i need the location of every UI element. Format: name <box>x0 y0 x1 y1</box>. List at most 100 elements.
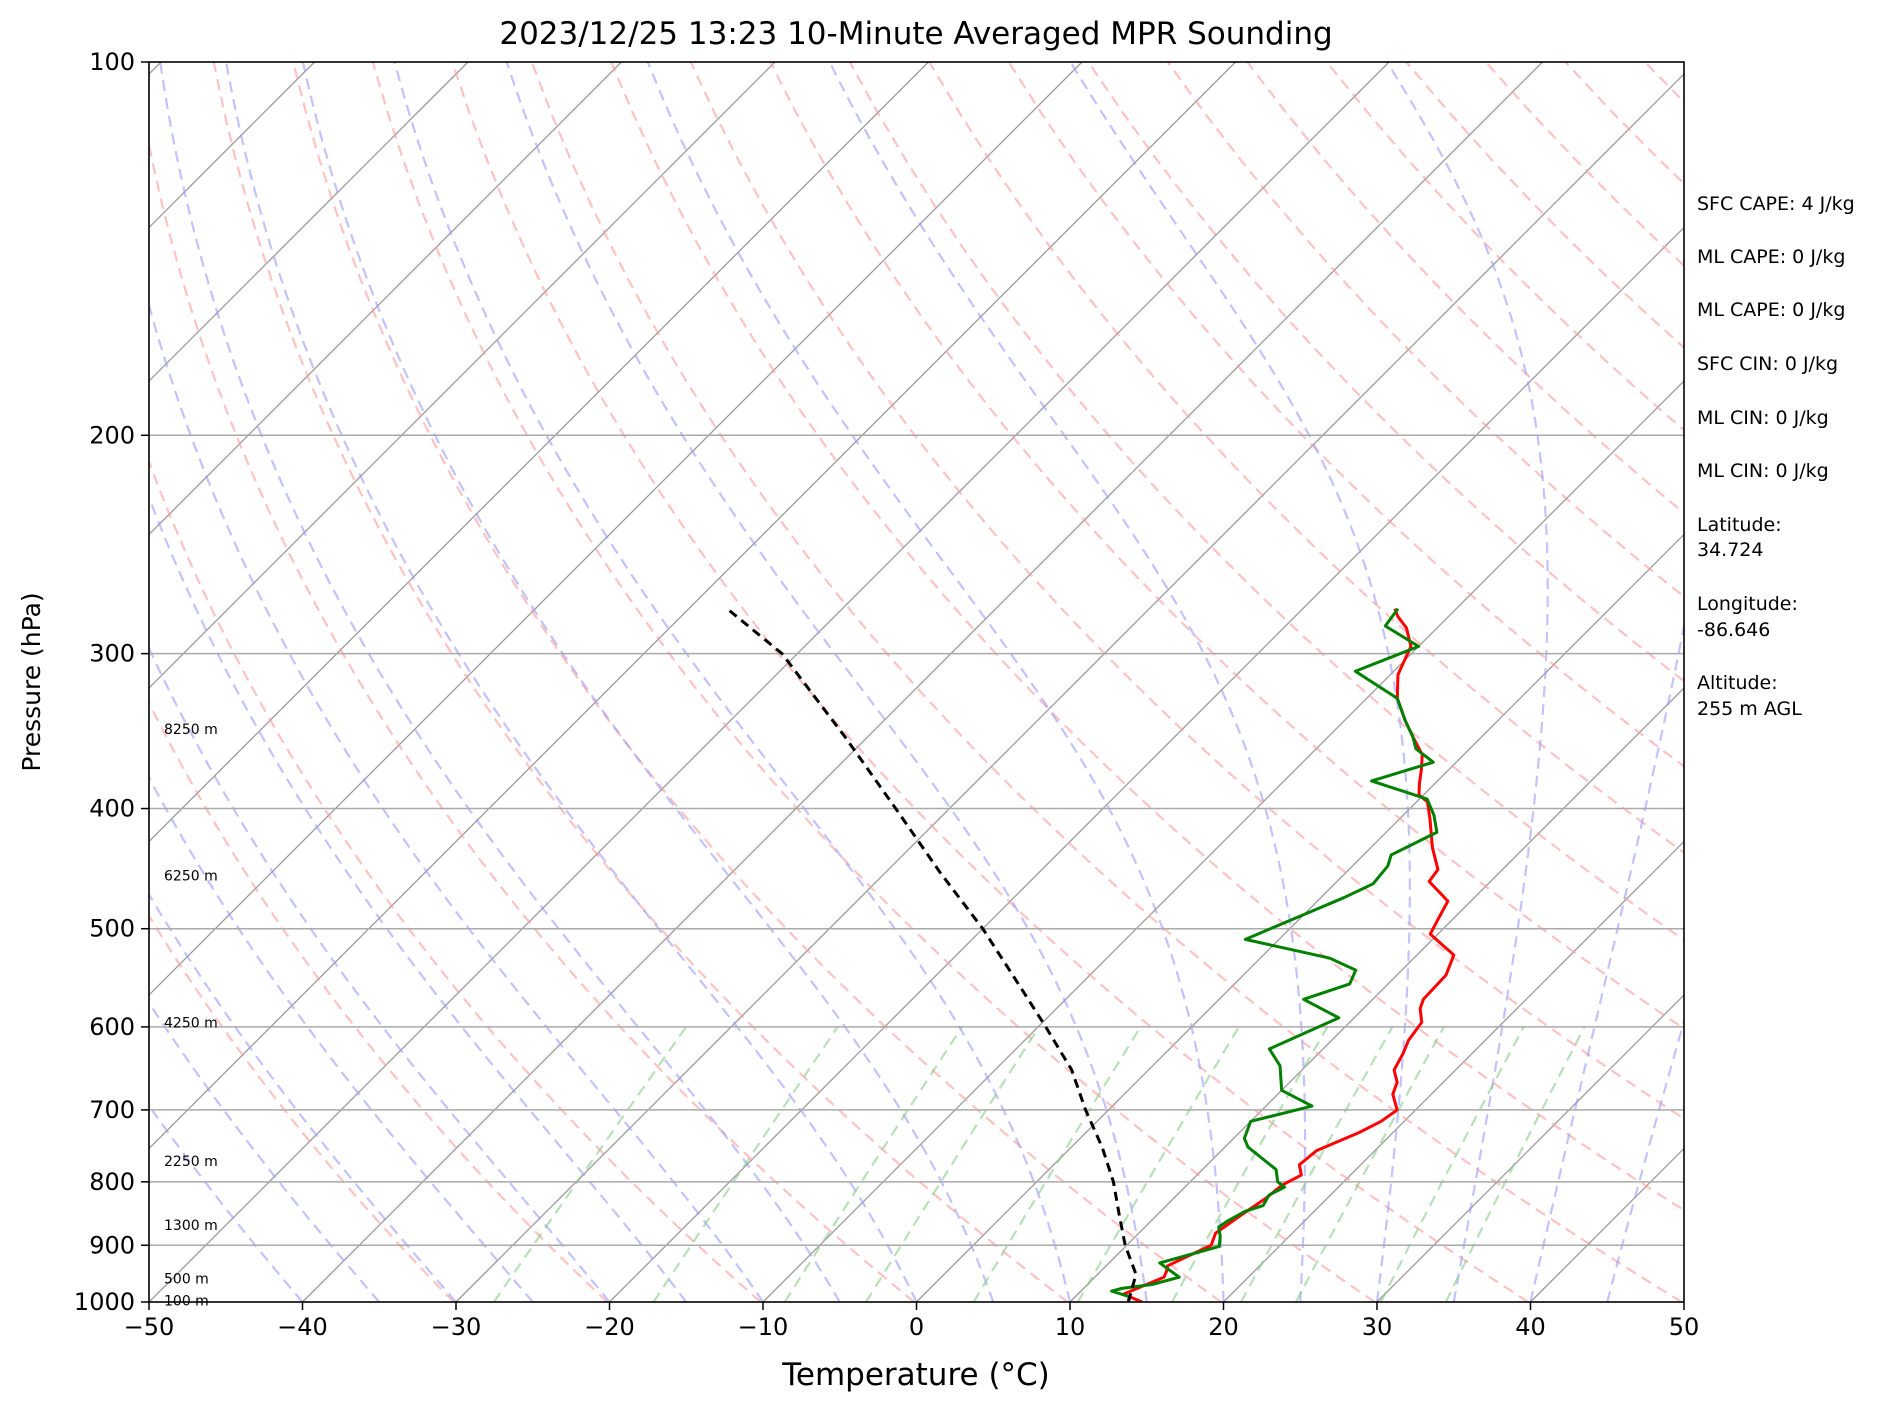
moist-adiabat <box>393 62 1072 1302</box>
moist-adiabat <box>225 62 918 1302</box>
stat-ml-cin-2: ML CIN: 0 J/kg <box>1697 460 1829 482</box>
dry-adiabat <box>149 700 608 1302</box>
isotherm <box>149 62 776 689</box>
isotherm <box>1223 840 1684 1302</box>
stat-ml-cin: ML CIN: 0 J/kg <box>1697 407 1829 429</box>
background-lines <box>149 62 1893 1302</box>
isotherm <box>1838 62 1893 1302</box>
pressure-gridlines <box>149 434 1684 1247</box>
dry-adiabat <box>451 62 1529 1302</box>
x-tick-label: 20 <box>1208 1313 1239 1341</box>
moist-adiabat <box>159 62 841 1302</box>
y-tick-label: 600 <box>89 1013 135 1041</box>
moist-adiabat <box>149 301 764 1302</box>
y-tick-label: 500 <box>89 915 135 943</box>
altitude-label: Altitude: <box>1697 672 1778 694</box>
dry-adiabat <box>1166 62 1684 599</box>
plot-frame <box>148 61 1685 1303</box>
moist-adiabat <box>149 1000 381 1302</box>
y-tick-label: 700 <box>89 1096 135 1124</box>
y-axis: 100 200 300 400 500 600 700 800 900 1000 <box>74 48 149 1316</box>
y-tick-label: 1000 <box>74 1288 135 1316</box>
isotherm <box>149 62 1236 1150</box>
isotherm <box>149 62 1390 1302</box>
y-tick-label: 200 <box>89 421 135 449</box>
mixing-ratio-line <box>865 1026 1040 1302</box>
height-label: 4250 m <box>164 1015 218 1031</box>
moist-adiabat <box>149 494 688 1302</box>
latitude-label: Latitude: <box>1697 514 1782 536</box>
moist-adiabat <box>149 645 611 1302</box>
y-tick-label: 900 <box>89 1231 135 1259</box>
moist-adiabat <box>646 62 1225 1302</box>
dry-adiabat <box>689 62 1684 1120</box>
x-axis-label: Temperature (°C) <box>781 1357 1050 1393</box>
y-tick-label: 800 <box>89 1168 135 1196</box>
sounding-stats: SFC CAPE: 4 J/kg ML CAPE: 0 J/kg ML CAPE… <box>1697 193 1855 720</box>
dry-adiabat <box>149 138 915 1302</box>
moist-adiabat <box>149 1103 304 1302</box>
moist-adiabat <box>1529 620 1684 1302</box>
x-tick-label: 50 <box>1669 1313 1700 1341</box>
x-tick-label: −50 <box>124 1313 175 1341</box>
moist-adiabat <box>301 62 995 1302</box>
altitude-value: 255 m AGL <box>1697 698 1802 720</box>
x-tick-label: −30 <box>431 1313 482 1341</box>
mixing-ratio-line <box>783 1026 963 1302</box>
dry-adiabat <box>149 458 762 1302</box>
height-label: 500 m <box>164 1271 209 1287</box>
mixing-ratio-line <box>1444 1026 1586 1302</box>
isotherm <box>149 62 1083 996</box>
series-layer <box>726 607 1456 1302</box>
dry-adiabat <box>1087 62 1684 683</box>
height-label: 2250 m <box>164 1154 218 1170</box>
y-axis-label: Pressure (hPa) <box>17 592 46 771</box>
x-tick-label: 30 <box>1362 1313 1393 1341</box>
x-tick-label: 0 <box>909 1313 924 1341</box>
latitude-value: 34.724 <box>1697 539 1763 561</box>
stat-sfc-cape: SFC CAPE: 4 J/kg <box>1697 193 1855 215</box>
mixing-ratio-line <box>1170 1026 1329 1302</box>
isotherm <box>455 73 1684 1302</box>
dry-adiabat <box>928 62 1684 854</box>
moist-adiabat <box>828 62 1307 1302</box>
isotherm <box>609 226 1684 1302</box>
dry-adiabat <box>769 62 1684 1030</box>
stat-ml-cape-2: ML CAPE: 0 J/kg <box>1697 299 1845 321</box>
x-tick-label: −20 <box>584 1313 635 1341</box>
mixing-ratio-line <box>1295 1026 1445 1302</box>
isotherm <box>762 380 1684 1302</box>
mixing-ratio-line <box>652 1026 839 1302</box>
moist-adiabat <box>1606 1017 1684 1302</box>
x-tick-label: −40 <box>277 1313 328 1341</box>
dry-adiabat <box>371 62 1376 1302</box>
mixing-ratio-line <box>1076 1026 1240 1302</box>
moist-adiabat <box>1069 62 1411 1302</box>
x-axis: −50 −40 −30 −20 −10 0 10 20 30 40 50 <box>124 1302 1700 1341</box>
height-label: 6250 m <box>164 869 218 885</box>
y-tick-label: 400 <box>89 795 135 823</box>
isotherm <box>916 533 1684 1302</box>
y-tick-label: 100 <box>89 48 135 76</box>
isotherm <box>1376 994 1684 1302</box>
isotherm <box>149 62 929 843</box>
isotherm <box>1069 687 1684 1302</box>
dewpoint-line <box>1110 607 1439 1302</box>
x-tick-label: 10 <box>1055 1313 1086 1341</box>
moist-adiabat <box>1386 62 1549 1302</box>
dry-adiabat <box>530 62 1683 1302</box>
dry-adiabat <box>848 62 1684 942</box>
isotherm <box>149 62 469 382</box>
dry-adiabat <box>212 62 1069 1302</box>
mixing-ratio-line <box>972 1026 1142 1302</box>
isotherm <box>302 62 1543 1302</box>
y-tick-label: 300 <box>89 640 135 668</box>
moist-adiabat <box>149 892 457 1302</box>
x-tick-label: 40 <box>1515 1313 1546 1341</box>
x-tick-label: −10 <box>738 1313 789 1341</box>
height-label: 8250 m <box>164 722 218 738</box>
moist-adiabat <box>505 62 1148 1302</box>
isotherm <box>149 62 622 536</box>
